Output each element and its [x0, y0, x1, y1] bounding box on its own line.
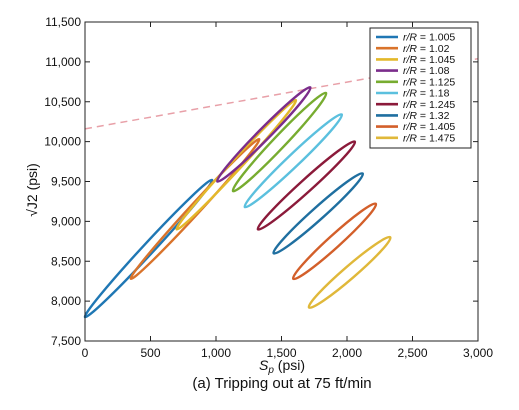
legend-label-value-5: = 1.18 — [420, 88, 450, 100]
legend-label-var-0: r/R — [403, 32, 420, 44]
reference-line — [84, 57, 479, 130]
legend-label-value-8: = 1.405 — [420, 121, 455, 133]
legend-label-1: r/R = 1.02 — [403, 43, 450, 55]
legend-label-value-6: = 1.245 — [420, 99, 455, 111]
ticks-layer: 0 500 1,000 1,500 2,000 2,500 3,000 7,500 8,000 8… — [44, 15, 493, 360]
legend-label-var-8: r/R — [403, 121, 420, 133]
legend-label-var-2: r/R — [403, 54, 420, 66]
legend-label-value-1: = 1.02 — [420, 43, 450, 55]
series-loop-5 — [243, 113, 344, 209]
reference-line-layer — [84, 57, 479, 130]
legend-label-9: r/R = 1.475 — [403, 132, 455, 144]
x-tick-label-6: 3,000 — [463, 346, 493, 360]
chart-caption: (a) Tripping out at 75 ft/min — [192, 375, 371, 392]
legend-label-var-1: r/R — [403, 43, 420, 55]
legend-label-0: r/R = 1.005 — [403, 32, 455, 44]
legend-label-2: r/R = 1.045 — [403, 54, 455, 66]
y-axis-label-unit: (psi) — [24, 163, 40, 194]
x-axis-label: Sp (psi) — [259, 357, 305, 376]
legend-label-value-3: = 1.08 — [420, 65, 450, 77]
x-tick-label-3: 1,500 — [266, 346, 296, 360]
x-tick-label-2: 1,000 — [201, 346, 231, 360]
x-axis-label-sub: p — [267, 365, 274, 376]
y-axis-label-main: √J2 — [24, 194, 40, 217]
legend-label-value-9: = 1.475 — [420, 132, 455, 144]
y-tick-label-7: 11,000 — [45, 55, 81, 69]
legend-label-5: r/R = 1.18 — [403, 88, 450, 100]
x-tick-label-5: 2,500 — [397, 346, 427, 360]
legend-label-var-9: r/R — [403, 132, 420, 144]
y-tick-label-1: 8,000 — [51, 294, 81, 308]
legend-label-var-6: r/R — [403, 99, 420, 111]
legend-label-value-0: = 1.005 — [420, 32, 455, 44]
legend-label-value-4: = 1.125 — [420, 76, 455, 88]
x-axis-label-main: S — [259, 357, 269, 373]
x-tick-label-1: 500 — [140, 346, 160, 360]
series-loop-3 — [215, 86, 312, 183]
legend-label-6: r/R = 1.245 — [403, 99, 455, 111]
x-tick-label-0: 0 — [82, 346, 89, 360]
y-tick-label-5: 10,000 — [44, 135, 81, 149]
legend-label-8: r/R = 1.405 — [403, 121, 455, 133]
x-tick-label-4: 2,000 — [332, 346, 362, 360]
series-loop-7 — [272, 172, 365, 255]
legend-label-var-7: r/R — [403, 110, 420, 122]
series-loop-8 — [291, 202, 378, 281]
series-loop-4 — [231, 91, 328, 193]
legend-label-4: r/R = 1.125 — [403, 76, 455, 88]
legend-label-value-2: = 1.045 — [420, 54, 455, 66]
y-tick-label-8: 11,500 — [45, 15, 81, 29]
legend-label-var-5: r/R — [403, 88, 420, 100]
y-axis-label: √J2 (psi) — [24, 163, 40, 217]
legend-label-var-3: r/R — [403, 65, 420, 77]
y-tick-label-2: 8,500 — [51, 254, 81, 268]
series-loop-0 — [83, 178, 214, 319]
legend-label-7: r/R = 1.32 — [403, 110, 450, 122]
y-tick-label-6: 10,500 — [44, 95, 81, 109]
y-tick-label-4: 9,500 — [51, 175, 81, 189]
series-loop-1 — [129, 137, 261, 281]
x-axis-label-unit: (psi) — [274, 357, 305, 373]
legend-label-value-7: = 1.32 — [420, 110, 450, 122]
series-layer — [83, 86, 392, 319]
y-tick-label-3: 9,000 — [51, 214, 81, 228]
y-tick-label-0: 7,500 — [51, 334, 81, 348]
legend-label-3: r/R = 1.08 — [403, 65, 450, 77]
series-loop-6 — [256, 140, 357, 231]
legend-label-var-4: r/R — [403, 76, 420, 88]
series-loop-9 — [307, 235, 392, 310]
